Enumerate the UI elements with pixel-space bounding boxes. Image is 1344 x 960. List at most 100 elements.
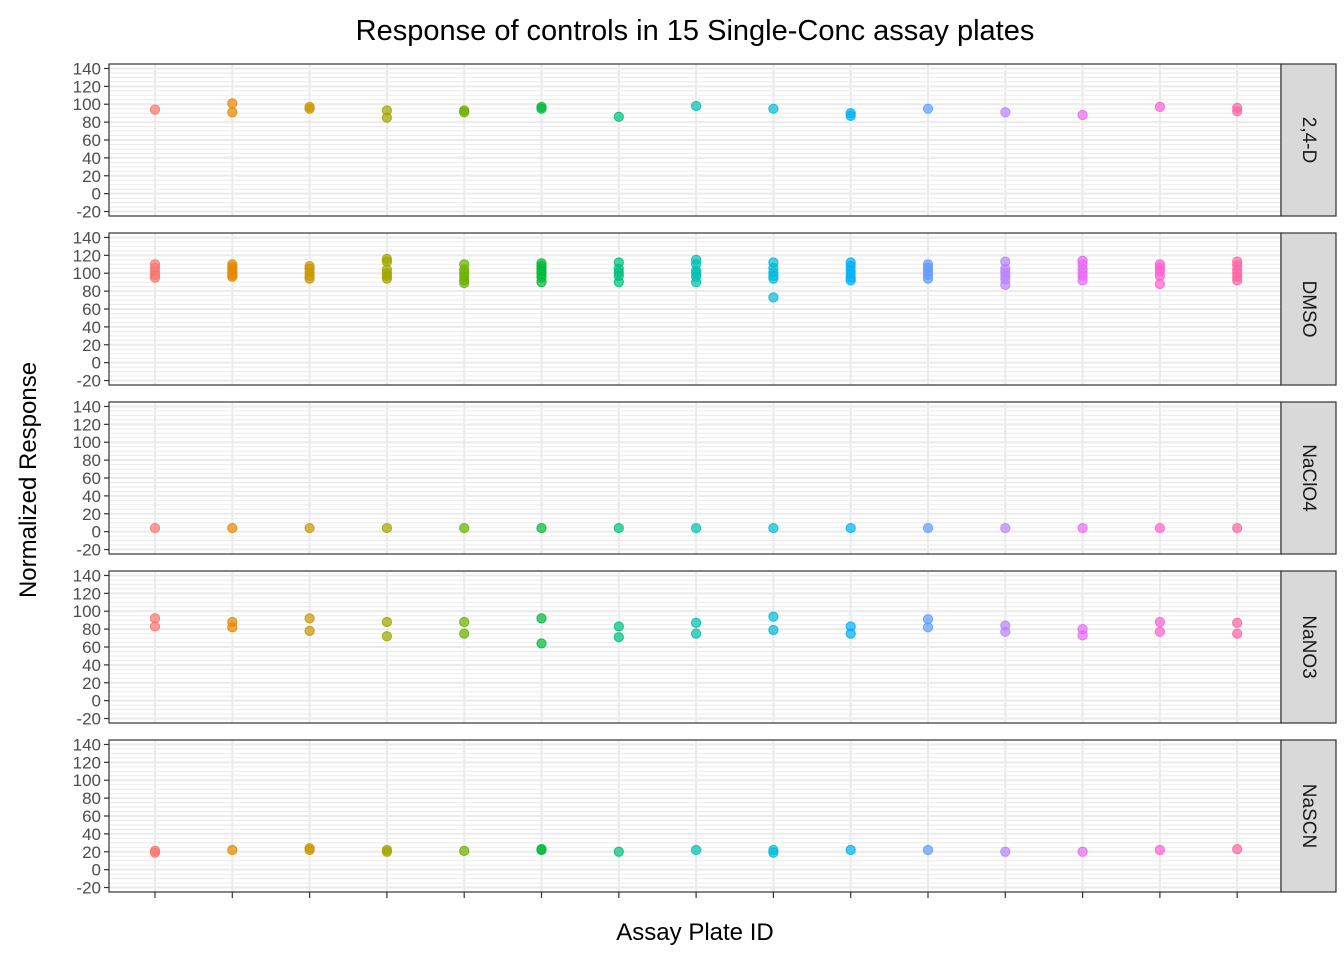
y-tick-label: 80: [82, 789, 101, 808]
data-point: [304, 844, 315, 856]
data-point: [381, 112, 392, 123]
y-tick-label: 140: [73, 397, 101, 416]
chart-title: Response of controls in 15 Single-Conc a…: [356, 15, 1035, 47]
data-point: [691, 277, 702, 288]
data-point: [613, 846, 624, 857]
data-point: [1077, 109, 1088, 121]
y-tick-label: 100: [73, 771, 101, 790]
y-tick-label: 20: [82, 505, 101, 524]
y-tick-label: 80: [82, 451, 101, 470]
y-tick-label: 140: [73, 735, 101, 754]
y-tick-label: -20: [76, 710, 101, 729]
data-point: [1154, 616, 1166, 628]
y-tick-label: 20: [82, 167, 101, 186]
y-tick-label: 0: [92, 185, 101, 204]
data-point: [768, 273, 779, 284]
x-axis-title: Assay Plate ID: [616, 919, 773, 946]
facet-strip: [1280, 232, 1337, 386]
data-point: [1077, 630, 1088, 641]
data-point: [768, 611, 779, 622]
y-tick-label: 120: [73, 77, 101, 96]
facet-strip-label: 2,4-D: [1298, 117, 1319, 163]
data-point: [845, 110, 856, 121]
data-point: [1232, 628, 1243, 639]
data-point: [381, 846, 392, 857]
y-tick-label: 40: [82, 825, 101, 844]
data-point: [536, 844, 547, 856]
data-point: [459, 845, 470, 856]
data-point: [613, 632, 624, 643]
data-point: [149, 272, 161, 283]
data-point: [536, 103, 547, 114]
data-point: [1232, 275, 1243, 286]
data-point: [459, 616, 470, 628]
data-point: [149, 621, 161, 632]
y-tick-label: 60: [82, 638, 101, 657]
data-point: [613, 111, 624, 122]
y-tick-label: 40: [82, 487, 101, 506]
data-point: [304, 625, 315, 637]
data-point: [613, 621, 624, 632]
facet-strip: [1280, 570, 1337, 724]
data-point: [768, 292, 779, 303]
data-point: [691, 522, 702, 534]
y-tick-label: 120: [73, 584, 101, 603]
data-point: [149, 522, 161, 534]
facet-strip-label: DMSO: [1298, 281, 1319, 338]
y-tick-label: 80: [82, 620, 101, 639]
data-point: [536, 613, 547, 624]
data-point: [1154, 626, 1166, 637]
data-point: [381, 522, 392, 534]
data-point: [149, 104, 161, 115]
data-point: [922, 273, 934, 284]
y-axis-title: Normalized Response: [15, 362, 42, 598]
y-tick-label: 40: [82, 656, 101, 675]
data-point: [1077, 275, 1088, 286]
data-point: [922, 844, 934, 856]
data-point: [845, 628, 856, 639]
data-point: [227, 107, 238, 118]
data-point: [381, 631, 392, 642]
facet-strip-label: NaNO3: [1298, 615, 1319, 678]
y-tick-label: 80: [82, 113, 101, 132]
data-point: [227, 844, 238, 856]
data-point: [691, 617, 702, 628]
data-point: [613, 277, 624, 288]
y-tick-label: 40: [82, 149, 101, 168]
data-point: [1154, 101, 1166, 113]
y-tick-label: 140: [73, 228, 101, 247]
data-point: [381, 273, 392, 284]
facet-strip: [1280, 63, 1337, 217]
data-point: [459, 107, 470, 118]
y-tick-label: 80: [82, 282, 101, 301]
y-tick-label: 120: [73, 753, 101, 772]
data-point: [1154, 522, 1166, 534]
y-tick-label: 140: [73, 566, 101, 585]
data-point: [768, 103, 779, 114]
data-point: [1232, 106, 1243, 117]
y-tick-label: 60: [82, 469, 101, 488]
y-tick-label: 120: [73, 415, 101, 434]
data-point: [922, 522, 934, 534]
data-point: [768, 522, 779, 534]
data-point: [768, 624, 779, 636]
data-point: [536, 638, 547, 649]
y-tick-label: 140: [73, 59, 101, 78]
data-point: [1000, 522, 1011, 534]
data-point: [1000, 846, 1011, 857]
data-point: [227, 522, 238, 534]
data-point: [536, 522, 547, 534]
y-tick-label: 20: [82, 843, 101, 862]
facet-strip-label: NaSCN: [1298, 784, 1319, 848]
facet-strip-label: NaClO4: [1298, 444, 1319, 512]
data-point: [381, 616, 392, 628]
y-tick-label: 60: [82, 807, 101, 826]
facet-strip: [1280, 739, 1337, 893]
data-point: [691, 100, 702, 112]
data-point: [536, 277, 547, 288]
data-point: [613, 522, 624, 534]
